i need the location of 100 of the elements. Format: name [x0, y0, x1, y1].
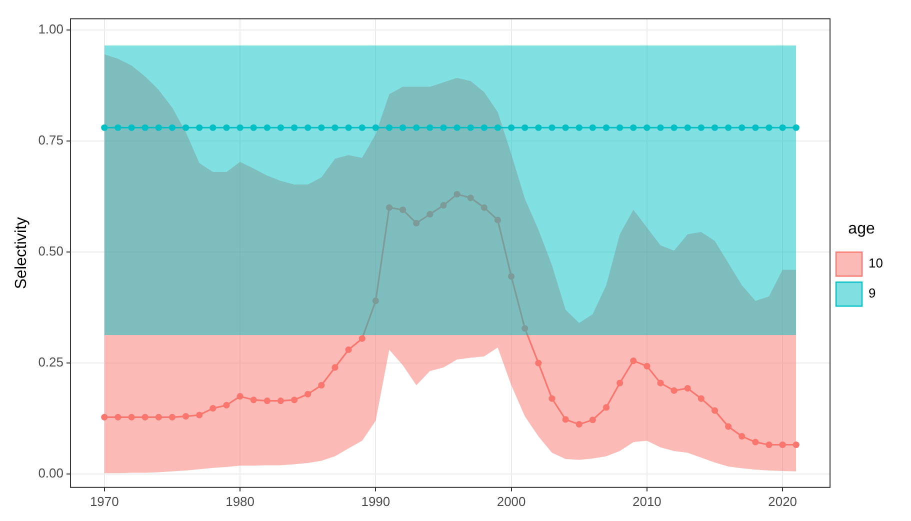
point [101, 414, 108, 421]
point [684, 124, 691, 131]
point [779, 124, 786, 131]
point [128, 124, 135, 131]
point [345, 346, 352, 354]
point [304, 390, 312, 398]
x-tick-label: 1970 [90, 494, 119, 509]
point [522, 325, 528, 332]
point [454, 190, 460, 198]
point [400, 206, 406, 214]
point [576, 421, 582, 428]
point [413, 220, 420, 226]
y-tick-label: 0.00 [38, 466, 64, 481]
point [535, 360, 542, 366]
point [304, 124, 312, 131]
point [358, 335, 366, 342]
point [128, 414, 135, 421]
point [766, 124, 772, 131]
x-tick-label: 2020 [768, 494, 798, 509]
point [766, 441, 772, 448]
point [752, 438, 759, 446]
point [535, 124, 542, 131]
point [522, 124, 528, 131]
point [277, 124, 284, 131]
point [250, 396, 257, 404]
point [644, 362, 650, 370]
point [684, 385, 691, 392]
y-tick-label: 0.25 [38, 354, 64, 370]
x-tick-label: 2000 [496, 494, 526, 509]
legend-label: 9 [868, 286, 876, 301]
point [630, 358, 637, 364]
point [589, 124, 596, 131]
point [101, 124, 108, 131]
point [792, 441, 800, 448]
point [142, 414, 148, 421]
point [480, 124, 488, 131]
point [277, 397, 284, 404]
point [250, 124, 257, 131]
point [210, 405, 216, 412]
x-tick-label: 1990 [361, 494, 390, 509]
point [548, 124, 556, 131]
legend-label: 10 [868, 256, 884, 271]
point [738, 433, 746, 440]
point [332, 124, 338, 131]
point [562, 416, 569, 423]
point [467, 124, 474, 131]
point [386, 204, 393, 211]
point [264, 124, 270, 131]
point [670, 124, 678, 131]
point [589, 416, 596, 424]
point [264, 397, 270, 404]
point [413, 124, 420, 131]
point [386, 124, 393, 131]
point [426, 124, 434, 131]
point [711, 407, 718, 414]
point [616, 124, 624, 131]
point [602, 124, 610, 131]
point [372, 124, 379, 131]
point [711, 124, 718, 131]
point [454, 124, 460, 131]
y-axis-title: Selectivity [13, 217, 30, 290]
point [779, 441, 786, 448]
point [182, 413, 190, 420]
point [114, 124, 122, 131]
point [155, 124, 162, 131]
point [738, 124, 746, 131]
point [725, 124, 732, 131]
point [236, 124, 244, 131]
point [616, 380, 624, 386]
point [657, 124, 664, 131]
point [494, 216, 502, 224]
legend-title: age [848, 220, 875, 238]
point [345, 124, 352, 131]
point [562, 124, 569, 131]
point [168, 124, 176, 131]
point [142, 124, 148, 131]
x-tick-label: 1980 [226, 494, 254, 509]
point [657, 380, 664, 386]
point [332, 364, 338, 371]
point [494, 124, 502, 131]
point [372, 298, 379, 304]
point [318, 124, 325, 131]
point [670, 387, 678, 394]
point [630, 124, 637, 131]
point [236, 393, 244, 400]
point [548, 395, 556, 402]
y-tick-label: 1.00 [38, 21, 64, 36]
x-tick-label: 2010 [632, 494, 662, 509]
point [318, 382, 325, 389]
point [426, 210, 434, 218]
point [114, 414, 122, 421]
point [358, 124, 366, 131]
point [508, 273, 515, 280]
point [210, 124, 216, 131]
point [576, 124, 582, 131]
point [698, 124, 704, 131]
point [196, 412, 203, 418]
point [644, 124, 650, 131]
point [400, 124, 406, 131]
point [223, 402, 230, 409]
